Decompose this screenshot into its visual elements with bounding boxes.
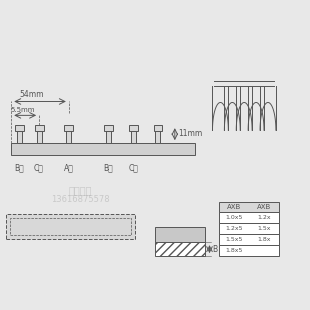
Text: A相: A相 xyxy=(64,163,74,172)
Text: C相: C相 xyxy=(34,163,44,172)
Bar xyxy=(219,245,279,256)
Text: B: B xyxy=(212,245,218,254)
Bar xyxy=(6,215,135,239)
Bar xyxy=(219,224,279,234)
Text: 5.5mm: 5.5mm xyxy=(11,107,35,113)
Bar xyxy=(131,131,136,143)
Bar xyxy=(11,143,195,155)
Bar xyxy=(155,227,205,242)
Text: 1.8x5: 1.8x5 xyxy=(226,248,243,253)
Text: B相: B相 xyxy=(14,163,24,172)
Text: 1.2x: 1.2x xyxy=(257,215,271,220)
Bar xyxy=(129,125,138,131)
Bar xyxy=(66,131,71,143)
Bar xyxy=(15,125,24,131)
Bar xyxy=(17,131,22,143)
Bar xyxy=(156,131,161,143)
Text: 1.8x: 1.8x xyxy=(257,237,271,242)
Bar xyxy=(219,234,279,245)
Text: AXB: AXB xyxy=(227,204,241,210)
Bar xyxy=(37,131,42,143)
Text: 1.5x5: 1.5x5 xyxy=(226,237,243,242)
Bar xyxy=(219,202,279,212)
Bar xyxy=(219,212,279,224)
Bar xyxy=(104,125,113,131)
Text: 凯特电气: 凯特电气 xyxy=(69,185,92,195)
Bar xyxy=(10,219,131,235)
Bar xyxy=(64,125,73,131)
Bar xyxy=(35,125,43,131)
Text: C相: C相 xyxy=(128,163,138,172)
Text: 13616875578: 13616875578 xyxy=(51,195,110,204)
Bar xyxy=(106,131,111,143)
Text: 1.2x5: 1.2x5 xyxy=(226,226,243,231)
Text: AXB: AXB xyxy=(257,204,271,210)
Text: 1.5x: 1.5x xyxy=(257,226,271,231)
Text: 1.0x5: 1.0x5 xyxy=(226,215,243,220)
Bar xyxy=(153,125,162,131)
Text: 54mm: 54mm xyxy=(19,90,43,99)
Text: 11mm: 11mm xyxy=(178,129,202,138)
Bar xyxy=(155,242,205,256)
Text: B相: B相 xyxy=(104,163,113,172)
